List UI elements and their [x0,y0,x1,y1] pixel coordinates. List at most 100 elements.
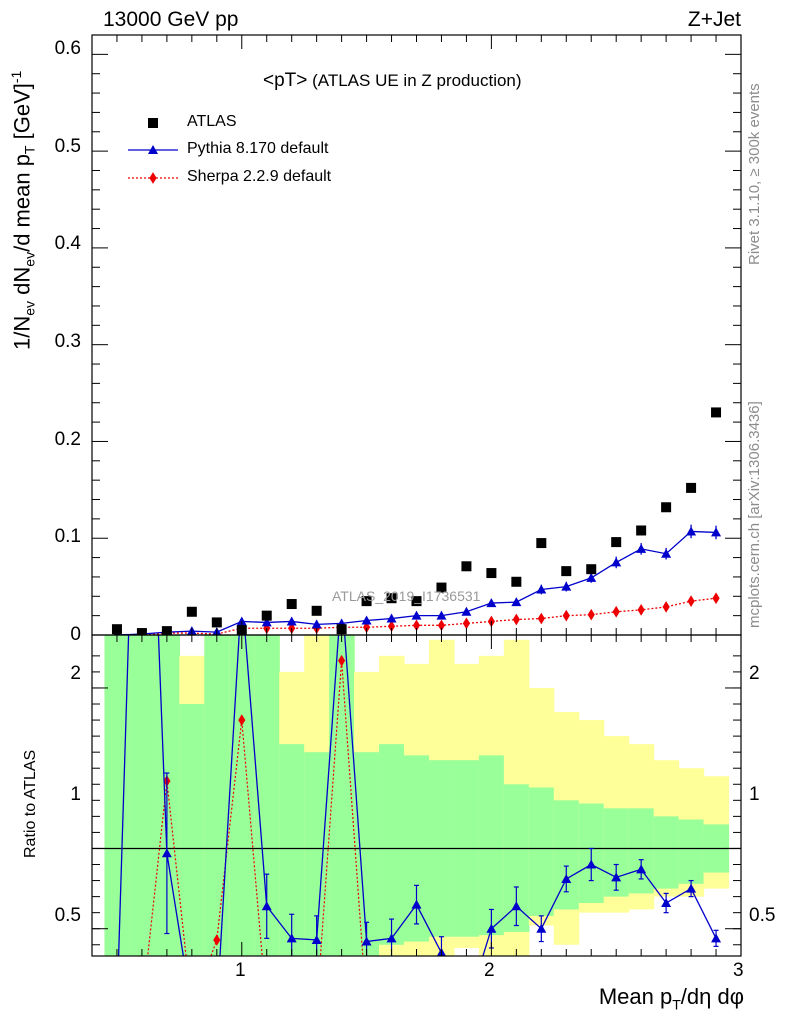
ratio-y-tick-label: 2 [70,663,81,684]
pythia-ratio-point [411,899,422,909]
ratio-y-tick-label-right: 0.5 [749,905,776,926]
green-band-bin [329,635,355,956]
atlas-data-point [636,525,647,536]
pythia-main-point [411,610,422,620]
ratio-y-tick-label: 1 [70,784,81,805]
process-label: Z+Jet [687,8,741,31]
green-band-bin [528,787,555,916]
legend-label-pythia: Pythia 8.170 default [187,140,329,157]
pythia-main-point [686,526,697,536]
pythia-main-point [311,619,322,629]
green-band-bin [129,635,156,956]
sherpa-main-point [537,612,545,625]
atlas-data-point [386,593,397,604]
pythia-main-point [361,615,372,625]
pythia-ratio-point [386,933,397,943]
pythia-ratio-point [561,873,572,883]
pythia-main-point [261,617,272,627]
sherpa-main-point [662,601,670,613]
pythia-ratio-point [611,872,622,882]
y-tick-label: 0 [70,624,81,645]
pythia-main-point [461,606,472,616]
atlas-data-point [436,582,447,593]
sherpa-main-point [512,613,520,626]
atlas-data-point [686,482,697,493]
legend-label-atlas: ATLAS [187,113,237,130]
ratio-uncertainty-bands [92,635,741,956]
sherpa-ratio-point [238,714,246,726]
y-tick-label: 0.4 [54,233,81,254]
legend-marker-sherpa [149,172,157,184]
sherpa-main-point [437,619,446,632]
atlas-data-point [586,564,597,575]
atlas-data-point [511,576,522,587]
green-band-bin [628,808,655,894]
sherpa-ratio-point [213,934,221,946]
pythia-main-point [286,616,297,626]
atlas-data-point [486,568,497,579]
green-band-bin [179,704,205,956]
sherpa-main-point [462,617,471,630]
sherpa-main-point [712,592,720,605]
y-tick-label: 0.6 [54,38,81,59]
ratio-axis-title: Ratio to ATLAS [22,749,39,858]
atlas-data-point [361,596,372,607]
legend-marker-pythia [148,145,158,154]
green-band-bin [354,752,380,956]
green-band-bin [304,752,330,956]
sherpa-main-point [687,595,695,607]
pythia-main-point [636,543,647,553]
pythia-main-point [711,527,722,537]
y-tick-label: 0.1 [54,526,81,547]
sherpa-main-point [387,620,396,633]
atlas-data-point [186,606,197,617]
plot-title-main: <pT> [263,70,308,91]
ratio-y-tick-label: 0.5 [54,905,81,926]
atlas-data-point [311,605,322,616]
sherpa-main-point [562,609,570,622]
pythia-main-point [236,616,247,626]
pythia-ratio-point [511,901,522,911]
atlas-data-point [286,599,297,610]
green-band-bin [379,744,405,945]
pythia-main-point [511,597,522,607]
sherpa-ratio-point [338,654,346,667]
watermark-label: ATLAS_2019_I1736531 [332,588,481,604]
y-axis-title: 1/Nev dNev/d mean pT [GeV]-1 [8,70,38,350]
x-tick-label: 1 [235,960,246,981]
pythia-main-point [436,610,447,620]
ratio-panel-series [117,635,722,956]
legend-marker-atlas [148,118,158,128]
pythia-main-point [486,598,497,608]
y-tick-label: 0.3 [54,331,81,352]
pythia-main-point [536,584,547,594]
atlas-data-point [261,610,272,621]
legend-markers [128,118,178,184]
atlas-data-point [411,596,422,607]
pythia-main-point [661,548,672,558]
x-tick-label: 3 [733,960,744,981]
atlas-data-point [711,407,722,418]
sherpa-main-point [637,603,645,616]
pythia-ratio-point [661,898,672,908]
mcplots-label: mcplots.cern.ch [arXiv:1306.3436] [746,401,763,628]
pythia-ratio-point [686,883,697,893]
plot-title-sub: (ATLAS UE in Z production) [312,71,522,90]
y-tick-label: 0.5 [54,136,81,157]
green-band-bin [478,755,505,936]
pythia-ratio-point [311,934,322,944]
pythia-ratio-point [586,859,597,869]
rivet-label: Rivet 3.1.10, ≥ 300k events [746,83,763,265]
pythia-ratio-point [361,936,372,946]
pythia-ratio-point [636,864,647,874]
green-band-bin [279,744,305,956]
ratio-y-tick-label-right: 1 [749,784,760,805]
green-band-bin [104,635,131,956]
atlas-data-point [661,502,672,513]
sherpa-main-point [612,605,620,618]
pythia-main-point [586,572,597,582]
plot-title: <pT> (ATLAS UE in Z production) [263,70,522,92]
atlas-data-point [611,537,622,548]
pythia-ratio-point [261,901,272,911]
main-panel-series [111,407,722,635]
